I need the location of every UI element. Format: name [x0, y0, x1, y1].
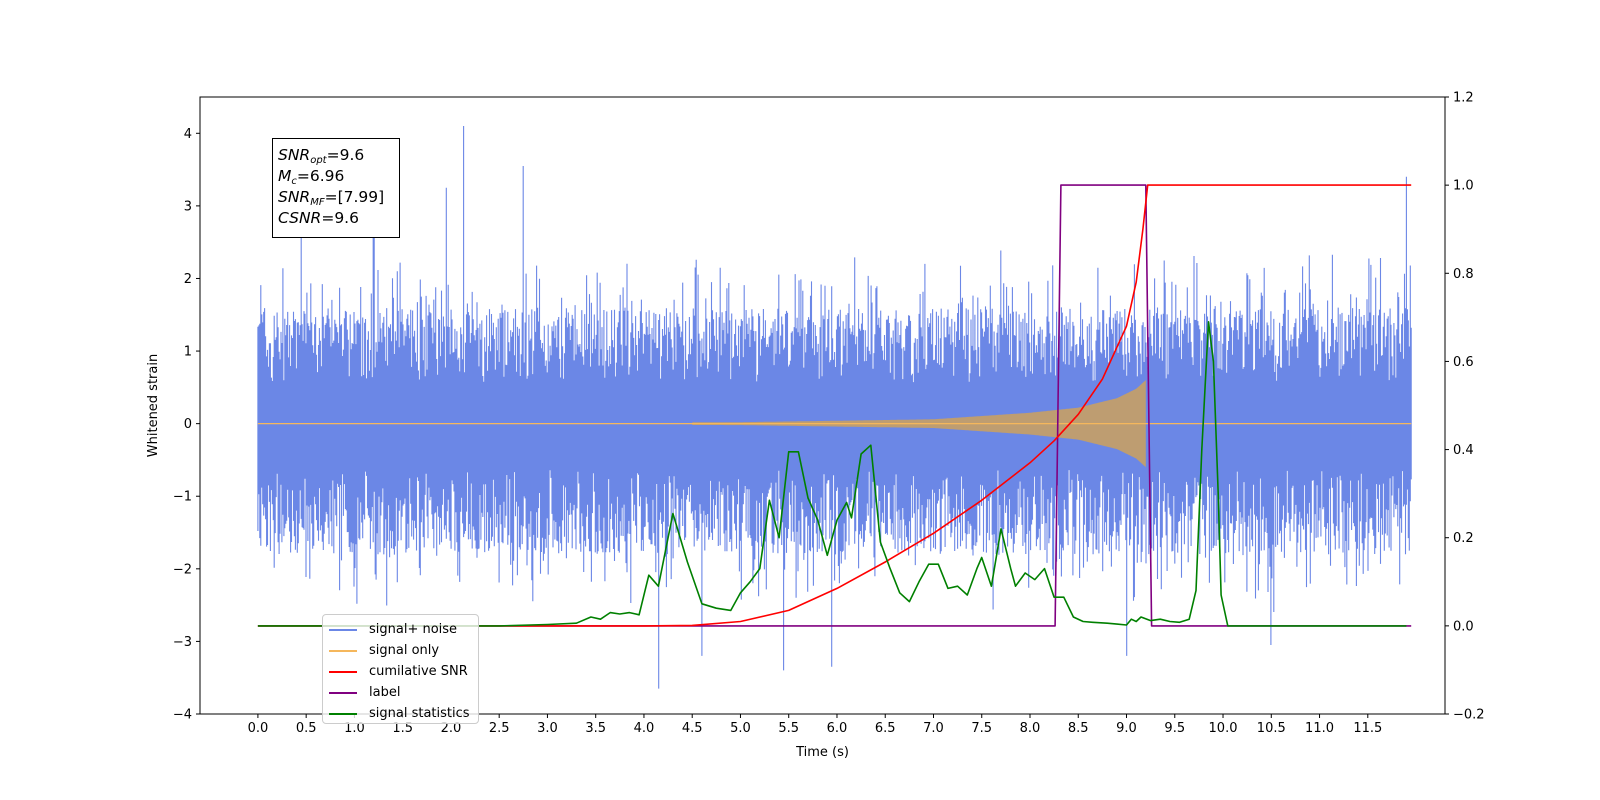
snr-opt-line: SNRopt=9.6	[278, 146, 365, 166]
y2-tick-label: 0.2	[1453, 531, 1474, 546]
legend-item: signal statistics	[329, 703, 478, 724]
y-tick-label: −3	[173, 635, 192, 650]
y-axis-label: Whitened strain	[146, 354, 161, 457]
csnr-value: =9.6	[321, 209, 359, 227]
x-tick-label: 3.5	[585, 721, 606, 736]
x-axis-label: Time (s)	[795, 745, 849, 760]
x-tick-label: 2.5	[489, 721, 510, 736]
x-tick-label: 2.0	[441, 721, 462, 736]
y2-tick-label: 0.4	[1453, 443, 1474, 458]
x-tick-label: 5.0	[730, 721, 751, 736]
right-axis-series	[257, 184, 1412, 627]
y2-tick-label: 1.0	[1453, 179, 1474, 194]
snr-mf-line: SNRMF=[7.99]	[278, 188, 385, 208]
snr-annotation-box: SNRopt=9.6 Mc=6.96 SNRMF=[7.99] CSNR=9.6	[272, 138, 400, 238]
x-axis: 0.0 0.5 1.0 1.5 2.0 2.5 3.0 3.5 4.0 4.5 5.0 5.5 6.0 6…	[248, 714, 1382, 736]
cumilative-snr-line	[257, 184, 1412, 627]
x-tick-label: 1.5	[392, 721, 413, 736]
x-tick-label: 3.0	[537, 721, 558, 736]
x-tick-label: 11.0	[1305, 721, 1334, 736]
legend: signal+ noise signal only cumilative SNR…	[322, 614, 479, 724]
y2-tick-label: −0.2	[1453, 708, 1485, 723]
legend-swatch	[329, 670, 357, 673]
x-tick-label: 4.5	[682, 721, 703, 736]
x-tick-label: 0.5	[296, 721, 317, 736]
y-axis-right: 1.2 1.0 0.8 0.6 0.4 0.2 0.0 −0.2	[1445, 91, 1485, 723]
x-tick-label: 9.5	[1164, 721, 1185, 736]
y-tick-label: −1	[173, 490, 192, 505]
plot-frame	[199, 96, 1446, 715]
x-tick-label: 8.5	[1068, 721, 1089, 736]
x-tick-label: 9.0	[1116, 721, 1137, 736]
x-tick-label: 5.5	[778, 721, 799, 736]
legend-swatch	[329, 712, 357, 715]
legend-swatch	[329, 649, 357, 652]
mc-line: Mc=6.96	[278, 167, 345, 187]
x-tick-label: 8.0	[1020, 721, 1041, 736]
x-tick-label: 1.0	[344, 721, 365, 736]
signal-only-series	[257, 380, 1412, 468]
y2-tick-label: 0.6	[1453, 355, 1474, 370]
y2-tick-label: 1.2	[1453, 91, 1474, 106]
legend-item: label	[329, 682, 478, 703]
csnr-line: CSNR=9.6	[278, 209, 359, 227]
y-tick-label: 3	[184, 199, 192, 214]
y-tick-label: 1	[184, 345, 192, 360]
x-tick-label: 7.0	[923, 721, 944, 736]
x-tick-label: 10.0	[1209, 721, 1238, 736]
x-tick-label: 10.5	[1257, 721, 1286, 736]
y-axis-left: 4 3 2 1 0 −1 −2 −3 −4	[173, 127, 200, 723]
legend-swatch	[329, 691, 357, 694]
y-tick-label: 4	[184, 127, 192, 142]
legend-swatch	[329, 628, 357, 631]
signal-statistics-line	[257, 321, 1407, 627]
x-tick-label: 11.5	[1353, 721, 1382, 736]
y-tick-label: −2	[173, 562, 192, 577]
legend-label: signal statistics	[369, 706, 470, 721]
noise-trace	[257, 126, 1412, 689]
y-tick-label: 0	[184, 417, 192, 432]
legend-label: label	[369, 685, 401, 700]
x-tick-label: 0.0	[248, 721, 269, 736]
x-tick-label: 7.5	[971, 721, 992, 736]
signal-noise-series	[257, 126, 1412, 689]
legend-label: signal only	[369, 643, 440, 658]
mc-value: =6.96	[296, 167, 345, 185]
legend-item: signal+ noise	[329, 619, 478, 640]
y-tick-label: 2	[184, 272, 192, 287]
snr-mf-value: =[7.99]	[324, 188, 385, 206]
y2-tick-label: 0.8	[1453, 267, 1474, 282]
legend-label: signal+ noise	[369, 622, 458, 637]
y2-tick-label: 0.0	[1453, 619, 1474, 634]
legend-label: cumilative SNR	[369, 664, 468, 679]
x-tick-label: 4.0	[634, 721, 655, 736]
x-tick-label: 6.5	[875, 721, 896, 736]
legend-item: signal only	[329, 640, 478, 661]
label-line	[257, 184, 1412, 627]
x-tick-label: 6.0	[827, 721, 848, 736]
legend-item: cumilative SNR	[329, 661, 478, 682]
snr-opt-value: =9.6	[326, 146, 365, 164]
y-tick-label: −4	[173, 708, 192, 723]
